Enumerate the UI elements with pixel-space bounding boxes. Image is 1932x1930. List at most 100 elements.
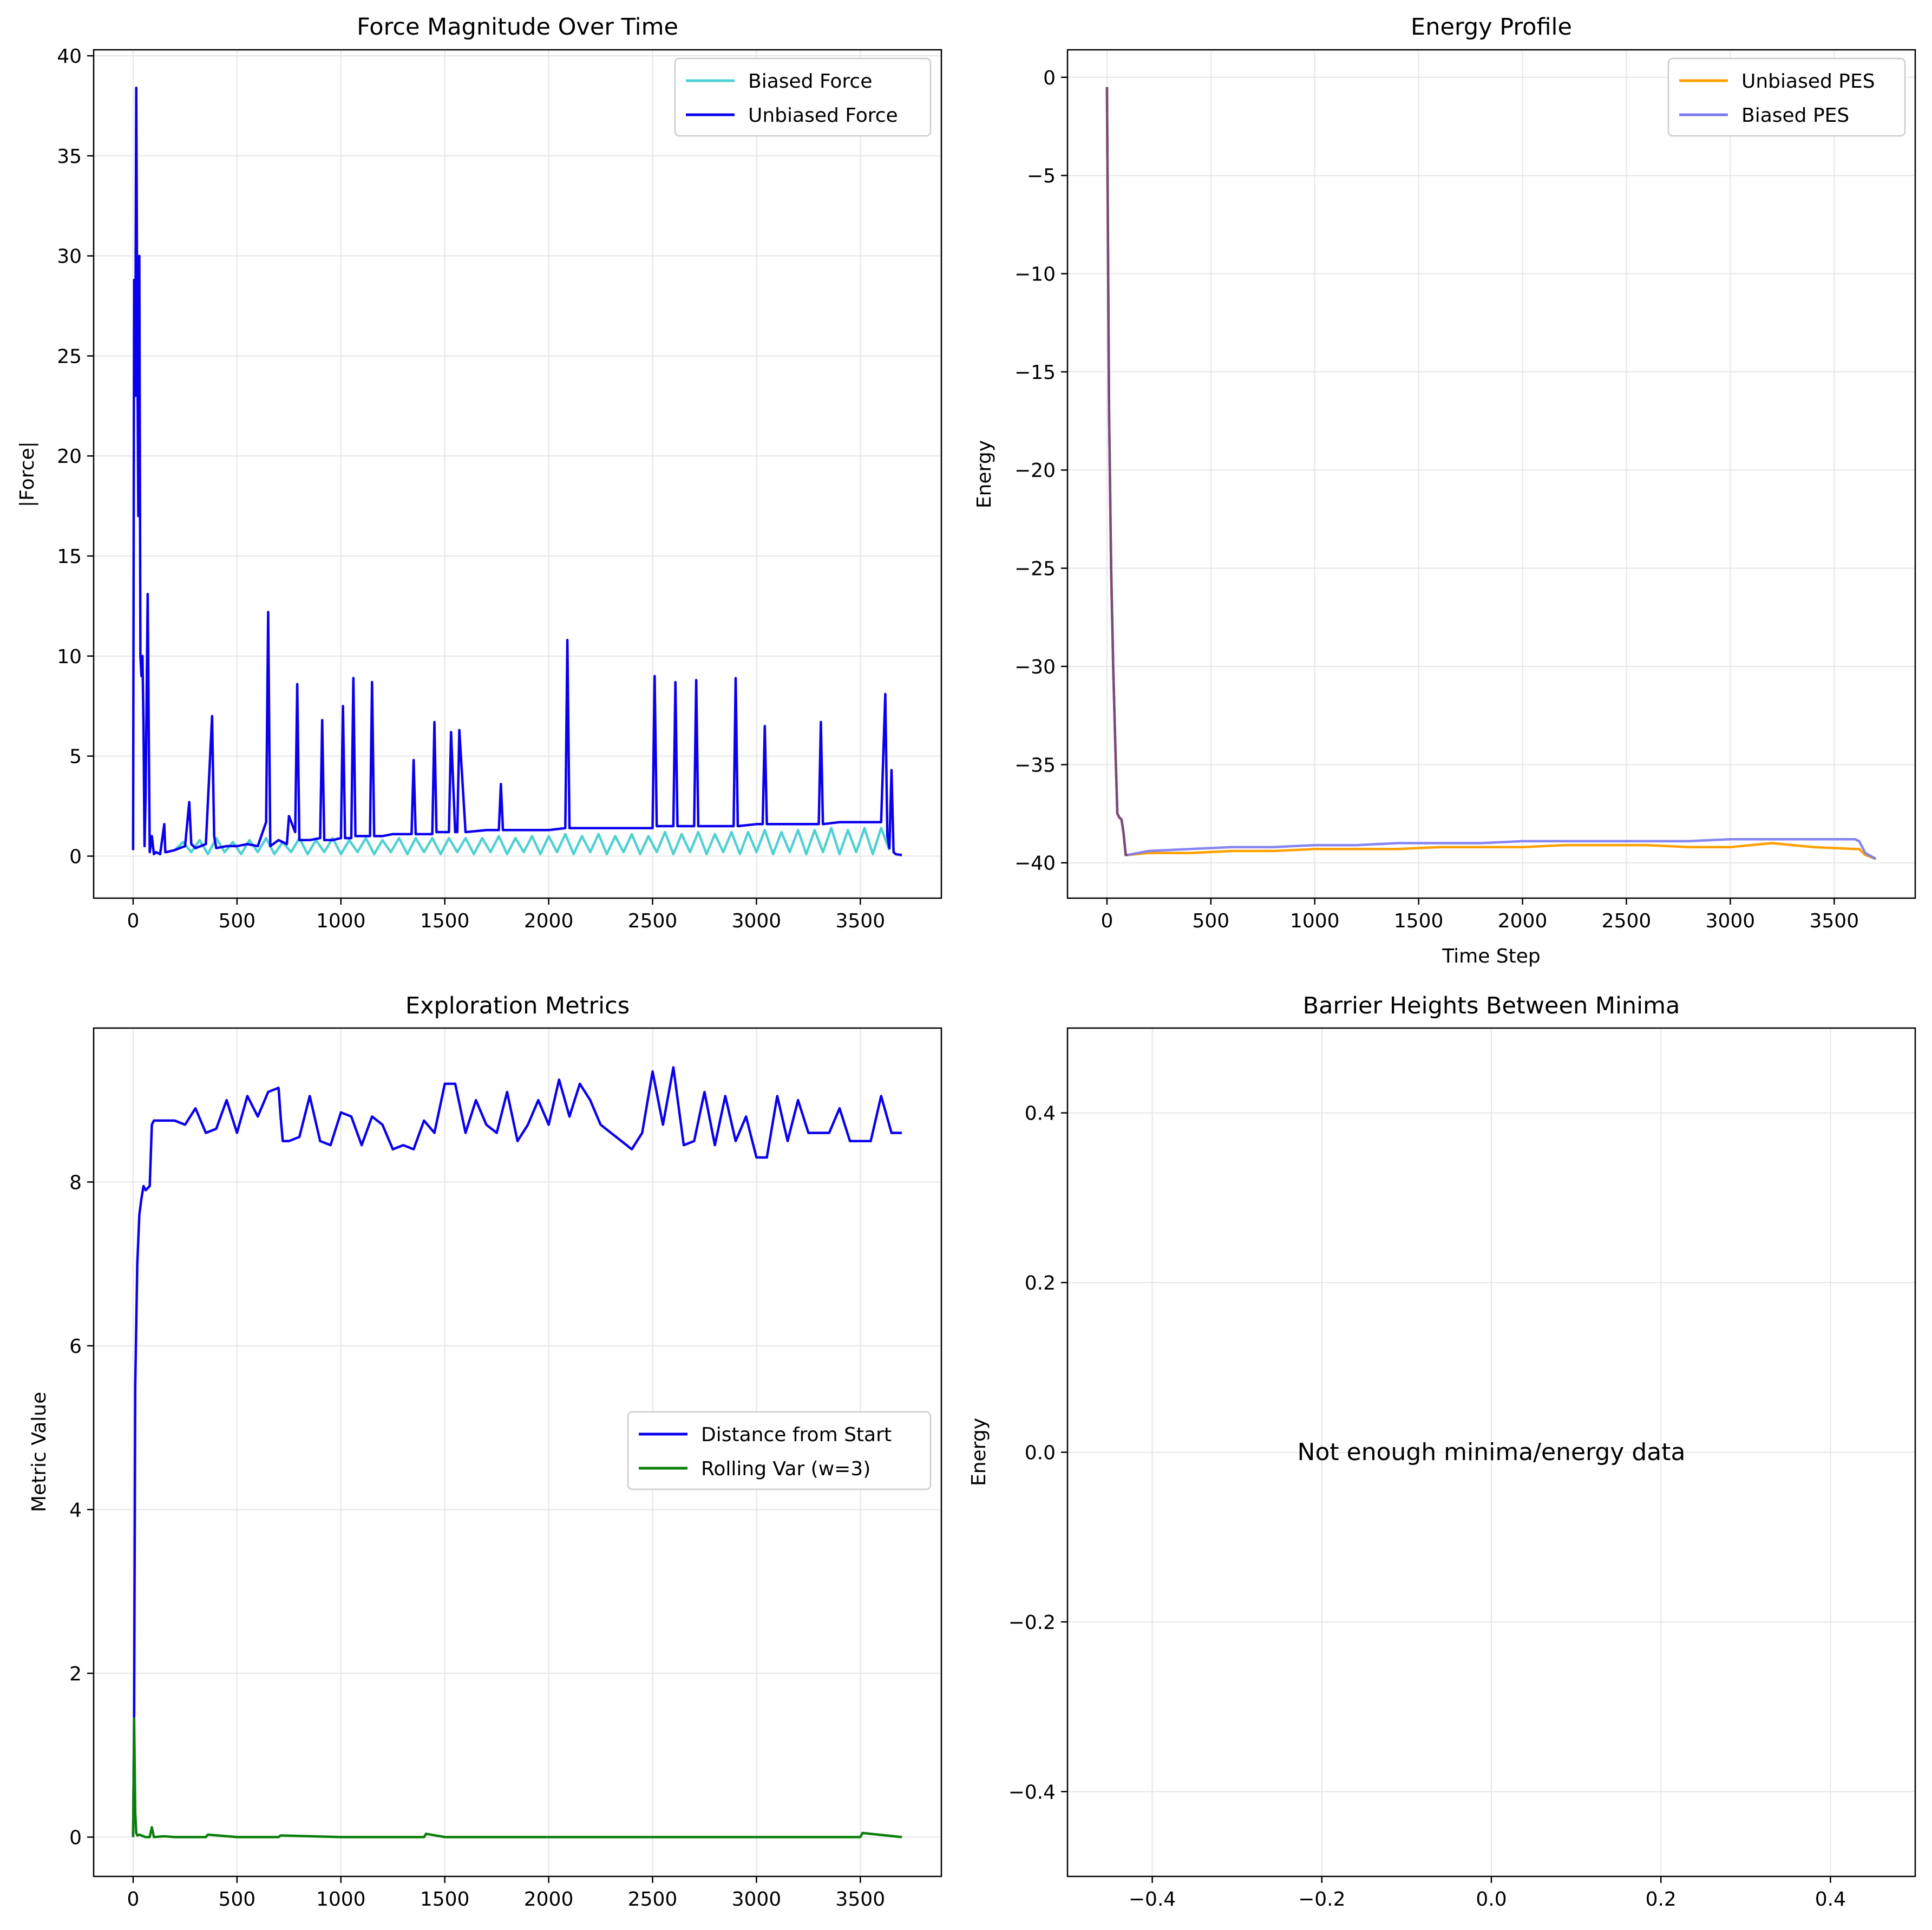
force-y-tick-label: 15 [57,546,82,568]
energy-x-tick-label: 3500 [1809,910,1859,932]
exploration-y-tick-label: 8 [69,1172,82,1194]
force-x-tick-label: 2000 [524,910,574,932]
barrier-x-tick-label: 0.4 [1815,1888,1846,1911]
energy-x-ticks: 0 500 1000 1500 2000 2500 3000 3500 [1101,898,1859,932]
exploration-y-tick-label: 0 [69,1827,82,1849]
energy-title: Energy Profile [1411,14,1572,41]
exploration-series-rolling-var-w-3 [132,1717,902,1839]
energy-x-tick-label: 0 [1101,910,1113,932]
force-plot-area [132,86,902,856]
exploration-panel: 0 500 1000 1500 2000 2500 3000 3500 0 2 4 6 8 Explo… [28,992,942,1911]
exploration-axes-frame [93,1027,942,1877]
exploration-y-ticks: 0 2 4 6 8 [69,1172,94,1849]
barrier-x-tick-label: 0.2 [1646,1888,1676,1911]
barrier-x-tick-label: −0.4 [1129,1888,1176,1911]
energy-y-tick-label: −5 [1027,165,1056,187]
exploration-legend-label-distance: Distance from Start [701,1424,892,1446]
force-x-tick-label: 0 [127,910,139,932]
exploration-legend-box [627,1411,932,1490]
barrier-y-ticks: 0.4 0.2 0.0 −0.2 −0.4 [1008,1103,1067,1803]
energy-series-overlap [1105,87,1128,856]
energy-panel: 0 500 1000 1500 2000 2500 3000 3500 0 −5 −10 −15 −2… [973,14,1916,967]
exploration-y-tick-label: 6 [69,1336,82,1358]
exploration-y-tick-label: 4 [69,1499,82,1521]
energy-y-ticks: 0 −5 −10 −15 −20 −25 −30 −35 −40 [1014,67,1067,875]
force-title: Force Magnitude Over Time [357,14,678,41]
exploration-series-distance-from-start [132,1066,902,1837]
energy-y-tick-label: −15 [1014,362,1056,384]
barrier-x-ticks: −0.4 −0.2 0.0 0.2 0.4 [1129,1876,1846,1911]
exploration-x-tick-label: 1000 [316,1888,366,1911]
force-y-tick-label: 5 [69,746,82,768]
energy-grid [1067,50,1915,898]
energy-y-tick-label: −35 [1014,754,1056,776]
force-y-tick-label: 25 [57,345,82,368]
exploration-legend-label-rolling-var: Rolling Var (w=3) [701,1458,870,1480]
energy-y-tick-label: −10 [1014,264,1056,286]
energy-legend-label-biased: Biased PES [1741,104,1849,127]
barrier-y-tick-label: 0.4 [1025,1103,1056,1125]
barrier-y-tick-label: 0.0 [1025,1442,1056,1464]
barrier-grid [1067,1028,1915,1876]
energy-x-tick-label: 1000 [1290,910,1340,932]
force-grid [94,50,941,898]
exploration-y-tick-label: 2 [69,1663,82,1685]
force-y-tick-label: 0 [69,846,82,868]
force-x-tick-label: 3500 [835,910,885,932]
energy-x-axis-label: Time Step [1442,945,1541,967]
force-legend: Biased Force Unbiased Force [674,57,932,137]
energy-x-tick-label: 500 [1192,910,1229,932]
force-axes-frame [93,49,942,899]
force-legend-label-biased: Biased Force [748,70,872,93]
energy-x-tick-label: 3000 [1706,910,1756,932]
barrier-title: Barrier Heights Between Minima [1303,992,1680,1019]
exploration-x-ticks: 0 500 1000 1500 2000 2500 3000 3500 [127,1876,885,1911]
exploration-x-tick-label: 2000 [524,1888,574,1911]
energy-legend: Unbiased PES Biased PES [1667,57,1906,137]
exploration-legend: Distance from Start Rolling Var (w=3) [627,1411,932,1490]
force-legend-label-unbiased: Unbiased Force [748,104,898,127]
force-panel: 0 500 1000 1500 2000 2500 3000 3500 0 5 10 15 20 25 3… [16,14,942,932]
force-y-tick-label: 30 [57,246,82,268]
exploration-x-tick-label: 3000 [732,1888,782,1911]
exploration-plot-area [132,1066,902,1839]
force-legend-box [674,57,932,137]
force-x-ticks: 0 500 1000 1500 2000 2500 3000 3500 [127,898,885,932]
energy-y-tick-label: −25 [1014,558,1056,580]
barrier-y-tick-label: −0.2 [1008,1612,1056,1634]
exploration-x-tick-label: 1500 [420,1888,470,1911]
force-x-tick-label: 1000 [316,910,366,932]
energy-x-tick-label: 2000 [1498,910,1548,932]
energy-legend-label-unbiased: Unbiased PES [1741,70,1875,93]
energy-y-tick-label: −30 [1014,656,1056,678]
energy-y-tick-label: −40 [1014,853,1056,875]
energy-axes-frame [1066,49,1916,899]
energy-plot-area [1105,87,1877,860]
exploration-x-tick-label: 500 [218,1888,256,1911]
barrier-panel: −0.4 −0.2 0.0 0.2 0.4 0.4 0.2 0.0 −0.2 −0.4 Barr… [968,992,1916,1911]
force-x-tick-label: 2500 [628,910,678,932]
energy-y-tick-label: −20 [1014,460,1056,482]
barrier-x-tick-label: −0.2 [1298,1888,1345,1911]
energy-legend-box [1667,57,1906,137]
barrier-y-tick-label: −0.4 [1008,1781,1056,1803]
energy-y-tick-label: 0 [1043,67,1056,89]
force-y-tick-label: 20 [57,446,82,468]
force-series-biased-force [174,827,891,855]
barrier-no-data-annotation: Not enough minima/energy data [1298,1438,1686,1466]
exploration-x-tick-label: 0 [127,1888,139,1911]
energy-y-axis-label: Energy [973,440,996,508]
force-y-ticks: 0 5 10 15 20 25 30 35 40 [57,45,94,868]
exploration-x-tick-label: 2500 [628,1888,678,1911]
force-y-tick-label: 35 [57,146,82,168]
exploration-title: Exploration Metrics [405,992,630,1019]
force-y-tick-label: 40 [57,45,82,68]
barrier-y-tick-label: 0.2 [1025,1272,1056,1294]
energy-x-tick-label: 1500 [1394,910,1444,932]
force-x-tick-label: 1500 [420,910,470,932]
force-y-tick-label: 10 [57,646,82,668]
exploration-y-axis-label: Metric Value [28,1392,50,1512]
energy-x-tick-label: 2500 [1602,910,1652,932]
